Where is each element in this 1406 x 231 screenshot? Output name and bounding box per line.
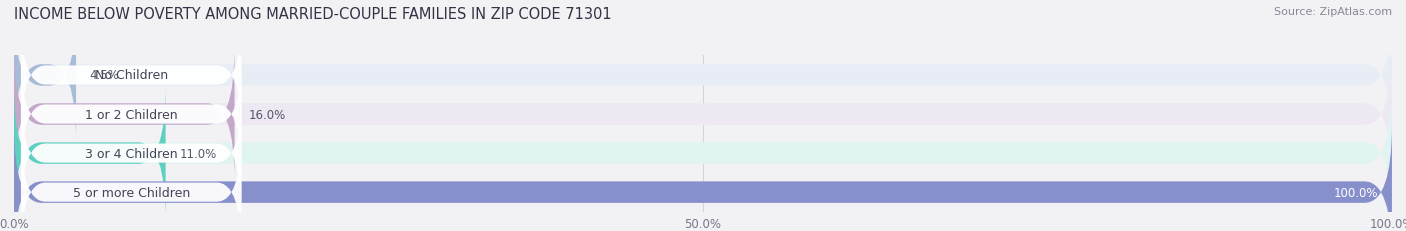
FancyBboxPatch shape: [14, 125, 1392, 231]
FancyBboxPatch shape: [14, 47, 1392, 182]
Text: 4.5%: 4.5%: [90, 69, 120, 82]
FancyBboxPatch shape: [14, 86, 166, 221]
FancyBboxPatch shape: [21, 132, 242, 231]
FancyBboxPatch shape: [21, 93, 242, 214]
FancyBboxPatch shape: [14, 47, 235, 182]
Text: 1 or 2 Children: 1 or 2 Children: [84, 108, 177, 121]
Text: INCOME BELOW POVERTY AMONG MARRIED-COUPLE FAMILIES IN ZIP CODE 71301: INCOME BELOW POVERTY AMONG MARRIED-COUPL…: [14, 7, 612, 22]
FancyBboxPatch shape: [21, 54, 242, 175]
Text: Source: ZipAtlas.com: Source: ZipAtlas.com: [1274, 7, 1392, 17]
Text: No Children: No Children: [94, 69, 167, 82]
FancyBboxPatch shape: [21, 15, 242, 136]
Text: 11.0%: 11.0%: [180, 147, 217, 160]
Text: 16.0%: 16.0%: [249, 108, 285, 121]
Text: 3 or 4 Children: 3 or 4 Children: [84, 147, 177, 160]
FancyBboxPatch shape: [14, 125, 1392, 231]
FancyBboxPatch shape: [14, 9, 1392, 143]
Text: 5 or more Children: 5 or more Children: [73, 186, 190, 199]
Text: 100.0%: 100.0%: [1334, 186, 1378, 199]
FancyBboxPatch shape: [14, 86, 1392, 221]
FancyBboxPatch shape: [14, 9, 76, 143]
